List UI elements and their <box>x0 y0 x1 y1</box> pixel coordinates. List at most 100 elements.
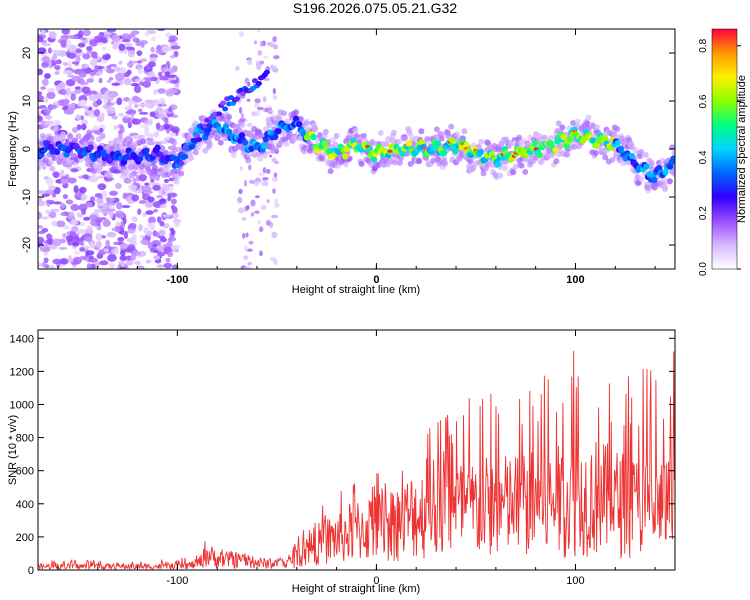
heatmap-cell <box>48 104 57 110</box>
heatmap-cell <box>186 133 193 140</box>
heatmap-cell <box>238 207 245 214</box>
heatmap-cell <box>272 88 276 95</box>
heatmap-cell <box>222 123 230 130</box>
heatmap-cell <box>88 90 98 95</box>
heatmap-cell <box>55 134 62 141</box>
heatmap-cell <box>352 127 359 134</box>
heatmap-cell <box>45 177 54 186</box>
heatmap-cell <box>238 106 243 114</box>
heatmap-cell <box>122 97 131 102</box>
heatmap-cell <box>246 152 253 159</box>
heatmap-cell <box>101 54 111 61</box>
heatmap-cell <box>86 45 93 52</box>
heatmap-cell <box>67 61 73 69</box>
heatmap-cell <box>115 72 125 81</box>
heatmap-cell <box>147 118 153 126</box>
heatmap-cell <box>117 213 125 219</box>
heatmap-cell <box>133 260 141 265</box>
heatmap-cell <box>86 263 92 269</box>
heatmap-cell <box>108 76 114 81</box>
heatmap-cell <box>146 230 153 237</box>
heatmap-cell <box>38 91 43 96</box>
heatmap-cell <box>156 264 165 268</box>
heatmap-cell <box>152 184 161 191</box>
heatmap-cell <box>72 256 82 265</box>
heatmap-y-tick-label: -10 <box>21 189 33 205</box>
heatmap-cell <box>159 97 165 102</box>
heatmap-cell <box>173 178 180 185</box>
heatmap-cell <box>83 156 90 163</box>
heatmap-cell <box>155 122 161 130</box>
heatmap-cell <box>119 243 129 249</box>
heatmap-cell <box>292 109 299 116</box>
heatmap-cell <box>79 247 86 252</box>
heatmap-cell <box>222 106 229 112</box>
heatmap-cell <box>141 185 152 193</box>
heatmap-cell <box>86 50 92 54</box>
heatmap-cell <box>62 194 69 200</box>
heatmap-cell <box>144 103 152 108</box>
heatmap-cell <box>130 112 135 117</box>
heatmap-cell <box>144 200 154 208</box>
heatmap-cell <box>151 36 156 42</box>
heatmap-cell <box>246 98 251 102</box>
heatmap-cell <box>167 239 173 247</box>
heatmap-cell <box>70 203 80 212</box>
heatmap-cell <box>547 135 554 142</box>
heatmap-cell <box>156 113 166 119</box>
heatmap-cell <box>256 110 261 116</box>
heatmap-cell <box>272 44 279 50</box>
heatmap-cell <box>401 135 408 142</box>
heatmap-cell <box>387 149 393 153</box>
heatmap-cell <box>522 168 529 175</box>
heatmap-cell <box>167 251 174 258</box>
heatmap-cell <box>131 118 142 125</box>
heatmap-cell <box>239 31 244 38</box>
heatmap-cell <box>234 65 240 72</box>
heatmap-cell <box>559 124 566 131</box>
heatmap-cell <box>272 36 277 43</box>
heatmap-cell <box>88 175 99 183</box>
heatmap-cell <box>254 40 258 45</box>
heatmap-cell <box>58 89 68 95</box>
heatmap-cell <box>244 266 251 269</box>
heatmap-cell <box>90 263 96 269</box>
heatmap-cell <box>65 87 72 96</box>
heatmap-cell <box>156 194 164 199</box>
colorbar-ticks: 0.0 0.2 0.4 0.6 0.8 <box>698 38 741 276</box>
heatmap-cell <box>38 200 46 207</box>
heatmap-cell <box>131 170 138 177</box>
heatmap-cell <box>162 214 171 218</box>
heatmap-cell <box>161 185 169 191</box>
heatmap-cell <box>353 133 360 140</box>
heatmap-cell <box>220 100 227 106</box>
heatmap-cell <box>161 64 168 68</box>
heatmap-cell <box>159 204 167 209</box>
heatmap-cell <box>48 184 56 191</box>
heatmap-cell <box>167 145 177 151</box>
heatmap-cell <box>86 225 93 234</box>
heatmap-cell <box>260 205 267 210</box>
heatmap-cell <box>272 146 279 153</box>
heatmap-cell <box>137 108 143 113</box>
heatmap-cell <box>518 162 525 169</box>
heatmap-cell <box>670 155 675 162</box>
heatmap-cell <box>73 250 81 255</box>
heatmap-cell <box>88 134 95 141</box>
heatmap-cell <box>159 75 168 81</box>
heatmap-cell <box>267 109 274 113</box>
heatmap-cell <box>94 65 99 73</box>
heatmap-cell <box>206 141 213 148</box>
heatmap-cell <box>173 50 179 58</box>
heatmap-cell <box>153 89 158 95</box>
heatmap-cell <box>121 33 130 41</box>
heatmap-cell <box>194 133 201 139</box>
heatmap-cell <box>88 93 97 102</box>
heatmap-cell <box>85 250 95 256</box>
heatmap-cell <box>42 78 49 87</box>
heatmap-y-tick-label: -20 <box>21 237 33 253</box>
heatmap-cell <box>434 139 441 147</box>
heatmap-cell <box>448 123 455 130</box>
heatmap-cell <box>206 123 213 129</box>
